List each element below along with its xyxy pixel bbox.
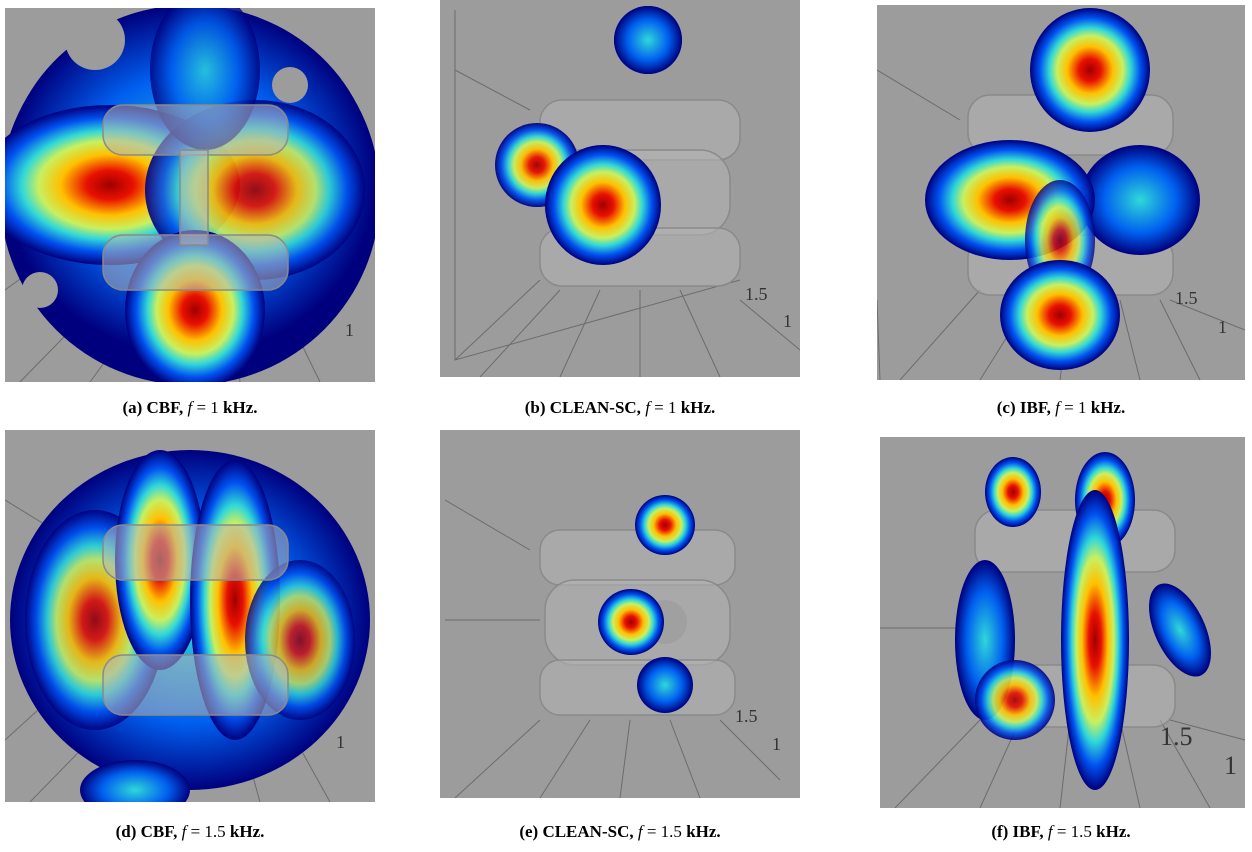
axis-label: 1 [1224, 751, 1237, 780]
axis-label: 1.5 [745, 284, 768, 304]
caption-unit: kHz. [686, 822, 720, 841]
axis-label: 1.5 [735, 706, 758, 726]
axis-label: 1 [783, 311, 792, 331]
caption-unit: kHz. [1091, 398, 1125, 417]
caption-symbol: f [182, 822, 187, 841]
caption-symbol: f [645, 398, 650, 417]
caption-equals: = 1.5 [191, 822, 226, 841]
caption-equals: = 1.5 [1057, 822, 1092, 841]
caption-label: (e) CLEAN-SC, [519, 822, 633, 841]
caption: (a) CBF, f = 1 kHz. [0, 398, 400, 418]
caption-equals: = 1 [196, 398, 218, 417]
figure-page: {"panels": [ {"label": "(a) CBF,", "symb… [0, 0, 1252, 852]
panel-c: 1.5 1 [877, 5, 1245, 380]
caption-label: (a) CBF, [122, 398, 183, 417]
panel-a: 1 [0, 0, 380, 390]
caption-symbol: f [1055, 398, 1060, 417]
panel-f: 1.5 1 [880, 437, 1245, 808]
panel-d: 1 [5, 430, 375, 820]
caption-equals: = 1 [1064, 398, 1086, 417]
caption-equals: = 1 [654, 398, 676, 417]
caption-symbol: f [187, 398, 192, 417]
caption-label: (f) IBF, [991, 822, 1043, 841]
caption-equals: = 1.5 [647, 822, 682, 841]
axis-label: 1 [336, 732, 345, 752]
caption-symbol: f [1048, 822, 1053, 841]
caption: (d) CBF, f = 1.5 kHz. [0, 822, 400, 842]
axis-label: 1.5 [1175, 288, 1198, 308]
axis-label: 1.5 [1160, 722, 1193, 751]
caption: (c) IBF, f = 1 kHz. [851, 398, 1252, 418]
caption: (b) CLEAN-SC, f = 1 kHz. [410, 398, 830, 418]
caption-unit: kHz. [223, 398, 257, 417]
caption: (f) IBF, f = 1.5 kHz. [851, 822, 1252, 842]
figure: 1 1.5 1 1.5 1 [0, 0, 1252, 852]
axis-label: 1 [772, 734, 781, 754]
caption-label: (b) CLEAN-SC, [525, 398, 641, 417]
caption-symbol: f [638, 822, 643, 841]
panel-e: 1.5 1 [440, 430, 800, 798]
caption-unit: kHz. [230, 822, 264, 841]
panel-b: 1.5 1 [440, 0, 800, 377]
axis-label: 1 [345, 320, 354, 340]
axis-label: 1 [1218, 317, 1227, 337]
caption: (e) CLEAN-SC, f = 1.5 kHz. [410, 822, 830, 842]
caption-unit: kHz. [1096, 822, 1130, 841]
caption-label: (d) CBF, [116, 822, 178, 841]
caption-unit: kHz. [681, 398, 715, 417]
caption-label: (c) IBF, [997, 398, 1051, 417]
